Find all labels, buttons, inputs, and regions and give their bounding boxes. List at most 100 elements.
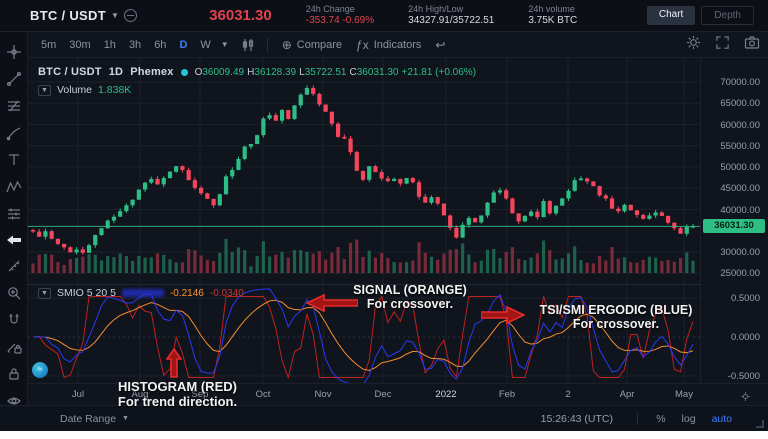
open-value: 36009.49 (202, 67, 245, 78)
volume-value: 1.838K (98, 84, 132, 96)
timeframe-1w[interactable]: W (200, 38, 211, 51)
symbol-legend[interactable]: BTC / USDT 1D Phemex O36009.49 H36128.39… (38, 66, 476, 78)
compare-button[interactable]: ⊕ Compare (282, 38, 342, 52)
resize-handle[interactable] (756, 420, 764, 428)
time-axis[interactable]: Jul Aug Sep Oct Nov Dec 2022 Feb 2 Apr May (28, 383, 768, 405)
change-value: +21.81 (+0.06%) (401, 67, 477, 78)
magnet-icon[interactable] (5, 312, 23, 328)
scale-options: % log auto (656, 413, 732, 425)
date-range-label: Date Range (60, 412, 117, 425)
timeframe-30m[interactable]: 30m (69, 38, 91, 51)
chevron-down-icon: ▼ (122, 415, 129, 422)
zoom-in-icon[interactable] (5, 285, 23, 301)
depth-view-button[interactable]: Depth (701, 6, 754, 25)
tsi-annotation-line2: For crossover. (572, 317, 660, 332)
log-scale-toggle[interactable]: log (681, 412, 696, 425)
text-tool-icon[interactable] (5, 152, 23, 168)
brush-icon[interactable] (5, 125, 23, 141)
time-tick: 2 (565, 389, 571, 400)
low-value: 35722.51 (304, 67, 347, 78)
auto-scale-toggle[interactable]: auto (711, 412, 732, 425)
price-tick: 55000.00 (720, 140, 760, 152)
oscillator-pane[interactable] (28, 285, 700, 383)
refresh-icon[interactable] (124, 9, 138, 22)
price-tick: 50000.00 (720, 162, 760, 173)
compare-plus-icon: ⊕ (281, 37, 292, 52)
volume-legend: ▼ Volume 1.838K (38, 84, 131, 96)
collapse-chevron-icon[interactable]: ▼ (38, 84, 51, 96)
view-toggle: Chart Depth (646, 6, 754, 25)
lock-icon[interactable] (5, 366, 23, 382)
stat-value: 3.75K BTC (528, 14, 578, 26)
smio-legend: ▼ SMIO 5 20 5 -0.2146 -0.0340 (38, 287, 244, 299)
undo-button[interactable]: ↩ (435, 38, 445, 52)
timeframe-1d[interactable]: D (179, 38, 188, 51)
smio-name: SMIO 5 20 5 (57, 287, 116, 299)
time-tick: Nov (314, 389, 332, 400)
price-tick: 30000.00 (720, 247, 760, 258)
price-tick: 60000.00 (720, 119, 760, 131)
axis-settings-gear-icon[interactable] (740, 389, 751, 407)
timeframe-6h[interactable]: 6h (154, 38, 167, 51)
drawing-lock-icon[interactable] (5, 339, 23, 355)
time-tick: Jul (71, 389, 85, 400)
toolbar-divider (266, 37, 268, 52)
fib-retracement-icon[interactable] (5, 98, 23, 114)
timeframe-1h[interactable]: 1h (103, 38, 116, 51)
timeframe-more-icon[interactable]: ▼ (220, 40, 229, 49)
ruler-icon[interactable] (5, 258, 23, 274)
pane-separator[interactable] (28, 284, 768, 285)
high-value: 36128.39 (254, 67, 297, 78)
stat-24h-change: 24h Change -353.74 -0.69% (306, 4, 374, 28)
page-background-strip (0, 431, 768, 439)
forecast-tool-icon[interactable] (5, 206, 23, 222)
timeframe-3h[interactable]: 3h (128, 38, 142, 51)
indicators-button[interactable]: ƒx Indicators (356, 38, 421, 52)
chart-view-button[interactable]: Chart (646, 6, 696, 25)
candle-style-icon[interactable] (241, 38, 255, 52)
oscillator-tick: 0.0000 (730, 332, 760, 343)
utc-clock[interactable]: 15:26:43 (UTC) (540, 412, 613, 425)
drawing-tools-sidebar (0, 32, 28, 431)
xabcd-pattern-icon[interactable] (5, 179, 23, 195)
eye-icon[interactable] (5, 393, 23, 409)
stat-value: -353.74 -0.69% (305, 14, 375, 26)
fullscreen-icon[interactable] (715, 35, 730, 55)
arrow-tool-icon[interactable] (5, 233, 23, 247)
price-tick: 45000.00 (720, 183, 760, 195)
percent-scale-toggle[interactable]: % (656, 412, 666, 425)
price-axis[interactable]: 70000.00 65000.00 60000.00 55000.00 50000.00… (700, 58, 768, 383)
smio-signal-value: -0.2146 (169, 287, 204, 299)
signal-annotation: SIGNAL (ORANGE) For crossover. (330, 283, 490, 312)
tsi-value-blurred (121, 289, 164, 297)
price-tick: 25000.00 (720, 268, 760, 280)
tsi-annotation: TSI/SMI ERGODIC (BLUE) For crossover. (522, 303, 710, 332)
low-key: L (299, 67, 305, 78)
date-range-button[interactable]: Date Range ▼ (60, 413, 129, 425)
exchange-logo-badge[interactable]: ≈ (32, 362, 48, 378)
collapse-chevron-icon[interactable]: ▼ (38, 287, 51, 299)
trendline-icon[interactable] (5, 71, 23, 87)
price-pane[interactable] (28, 58, 700, 285)
camera-icon[interactable] (744, 35, 760, 55)
time-tick: Feb (498, 389, 516, 400)
signal-annotation-line1: SIGNAL (ORANGE) (353, 283, 467, 297)
legend-exchange: Phemex (130, 66, 174, 78)
tsi-annotation-line1: TSI/SMI ERGODIC (BLUE) (539, 303, 693, 317)
settings-gear-icon[interactable] (686, 35, 701, 55)
price-tick: 40000.00 (720, 204, 760, 216)
price-tick: 70000.00 (720, 77, 760, 88)
stat-24h-highlow: 24h High/Low 34327.91/35722.51 (408, 4, 494, 28)
legend-interval: 1D (108, 66, 124, 78)
tsi-annotation-arrow-icon (481, 306, 525, 324)
market-status-dot (180, 68, 188, 76)
crosshair-icon[interactable] (5, 44, 23, 60)
legend-symbol: BTC / USDT (38, 66, 102, 78)
chart-canvas[interactable]: BTC / USDT 1D Phemex O36009.49 H36128.39… (28, 58, 700, 383)
high-key: H (247, 67, 255, 78)
timeframe-5m[interactable]: 5m (41, 38, 57, 51)
pair-selector[interactable]: BTC / USDT ▼ (30, 8, 138, 23)
stat-label: 24h High/Low (408, 3, 464, 14)
histogram-annotation-line2: For trend direction. (117, 393, 238, 409)
